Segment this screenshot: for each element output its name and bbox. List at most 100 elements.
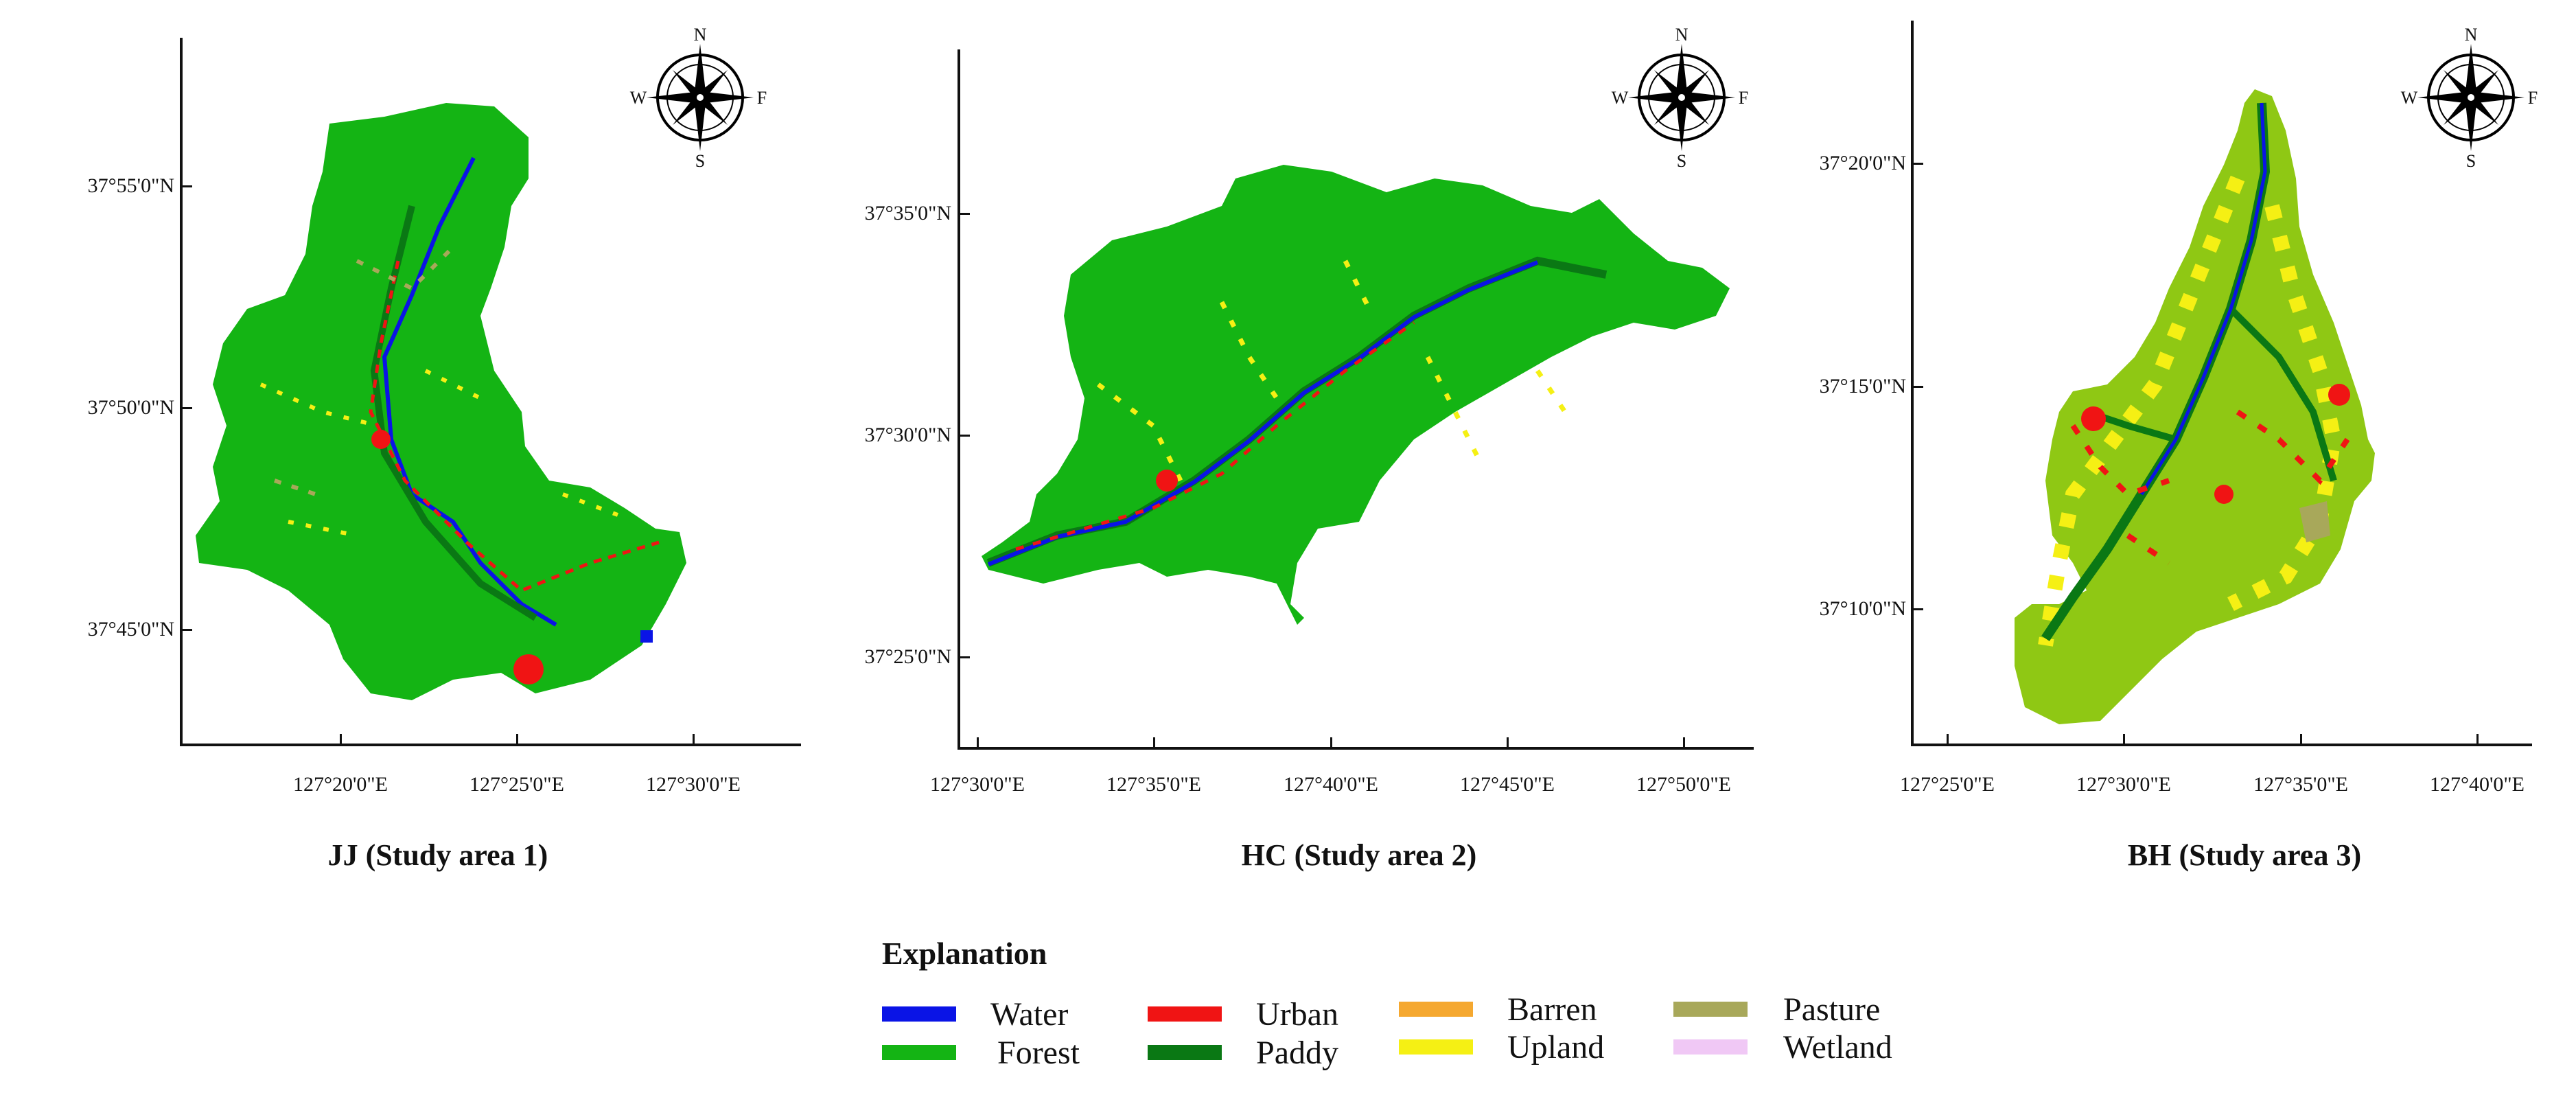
urban-patch xyxy=(2214,485,2233,504)
y-tick xyxy=(183,407,192,409)
x-tick-label: 127°30'0"E xyxy=(930,773,1025,796)
legend-item-upland: Upland xyxy=(1399,1030,1660,1071)
legend-label: Paddy xyxy=(1256,1035,1338,1071)
pasture-swatch xyxy=(1673,1002,1748,1017)
y-tick xyxy=(960,213,970,215)
y-axis-line xyxy=(180,38,183,745)
legend-item-water: Water xyxy=(882,997,1157,1038)
y-tick-label: 37°15'0"N xyxy=(1819,375,1906,398)
y-tick-label: 37°35'0"N xyxy=(864,202,951,224)
urban-patch xyxy=(1156,470,1178,492)
legend-label: Water xyxy=(990,996,1069,1033)
x-axis-line xyxy=(1911,744,2532,746)
river-channel xyxy=(987,260,1539,566)
compass-icon xyxy=(1628,44,1735,151)
urban-patch xyxy=(2081,406,2106,431)
compass-south-label: S xyxy=(2465,151,2476,171)
y-tick xyxy=(183,185,192,187)
y-tick xyxy=(1914,386,1923,388)
legend-item-paddy: Paddy xyxy=(1148,1035,1408,1076)
x-tick-label: 127°30'0"E xyxy=(646,773,741,796)
y-axis-line xyxy=(1911,21,1914,745)
compass-west-label: W xyxy=(629,88,647,108)
x-tick-label: 127°35'0"E xyxy=(2253,773,2348,796)
legend-label: Pasture xyxy=(1783,991,1881,1028)
legend-label: Barren xyxy=(1507,991,1597,1028)
legend-label: Upland xyxy=(1507,1029,1605,1065)
wetland-swatch xyxy=(1673,1039,1748,1055)
y-tick xyxy=(960,656,970,658)
legend-label: Forest xyxy=(997,1035,1080,1071)
compass-east-label: F xyxy=(2527,88,2538,108)
barren-swatch xyxy=(1399,1002,1473,1017)
urban-strip xyxy=(1015,321,1415,551)
y-tick-label: 37°50'0"N xyxy=(87,396,174,419)
compass-south-label: S xyxy=(1676,151,1687,171)
compass-rose: N S F W xyxy=(630,25,767,170)
x-tick-label: 127°25'0"E xyxy=(1900,773,1995,796)
legend-label: Wetland xyxy=(1783,1029,1892,1065)
compass-east-label: F xyxy=(1738,88,1749,108)
x-tick xyxy=(693,734,695,744)
x-tick xyxy=(1153,737,1155,747)
compass-north-label: N xyxy=(693,25,707,45)
x-axis-line xyxy=(958,747,1754,750)
x-tick-label: 127°45'0"E xyxy=(1460,773,1555,796)
legend-item-pasture: Pasture xyxy=(1673,992,1962,1033)
x-axis-line xyxy=(180,744,801,746)
x-tick xyxy=(1683,737,1685,747)
compass-rose: N S F W xyxy=(1612,25,1749,170)
pasture-strip xyxy=(274,245,455,496)
urban-patch xyxy=(371,430,391,449)
panel-caption: BH (Study area 3) xyxy=(2127,838,2362,872)
urban-strip xyxy=(369,260,660,592)
y-tick xyxy=(960,435,970,437)
compass-south-label: S xyxy=(695,151,706,171)
x-tick-label: 127°20'0"E xyxy=(293,773,388,796)
compass-north-label: N xyxy=(1675,25,1689,45)
urban-patch xyxy=(513,654,544,684)
river-channel xyxy=(382,157,557,627)
x-tick xyxy=(2123,734,2125,744)
x-tick-label: 127°30'0"E xyxy=(2076,773,2171,796)
forest-region xyxy=(196,103,686,700)
legend-title: Explanation xyxy=(882,936,1047,971)
y-tick xyxy=(183,629,192,631)
legend-label: Urban xyxy=(1256,996,1338,1033)
compass-north-label: N xyxy=(2464,25,2478,45)
y-tick-label: 37°45'0"N xyxy=(87,618,174,641)
river-channel xyxy=(2139,102,2267,496)
forest-swatch xyxy=(882,1045,956,1060)
land-cover-map-jj xyxy=(196,103,686,700)
y-tick-label: 37°10'0"N xyxy=(1819,597,1906,620)
compass-rose: N S F W xyxy=(2401,25,2538,170)
x-tick xyxy=(1330,737,1332,747)
upland-swatch xyxy=(1399,1039,1473,1055)
compass-west-label: W xyxy=(2400,88,2418,108)
urban-swatch xyxy=(1148,1006,1222,1022)
x-tick xyxy=(1507,737,1509,747)
compass-icon xyxy=(647,44,754,151)
y-tick xyxy=(1914,608,1923,610)
x-tick xyxy=(977,737,979,747)
legend-item-forest: Forest xyxy=(882,1035,1157,1076)
x-tick-label: 127°25'0"E xyxy=(469,773,564,796)
compass-west-label: W xyxy=(1611,88,1629,108)
y-axis-line xyxy=(958,49,960,748)
upland-patches xyxy=(2038,175,2342,647)
x-tick xyxy=(2300,734,2302,744)
panel-caption: JJ (Study area 1) xyxy=(327,838,548,872)
compass-east-label: F xyxy=(756,88,767,108)
legend-item-barren: Barren xyxy=(1399,992,1660,1033)
water-patch xyxy=(640,630,653,643)
y-tick-label: 37°25'0"N xyxy=(864,645,951,668)
x-tick-label: 127°40'0"E xyxy=(2430,773,2525,796)
compass-icon xyxy=(2417,44,2525,151)
y-tick xyxy=(1914,163,1923,165)
x-tick xyxy=(340,734,342,744)
panel-caption: HC (Study area 2) xyxy=(1241,838,1477,872)
land-cover-map-hc xyxy=(982,165,1730,625)
pasture-patch xyxy=(2299,501,2330,542)
x-tick-label: 127°35'0"E xyxy=(1106,773,1201,796)
upland-strip xyxy=(1096,260,1567,482)
